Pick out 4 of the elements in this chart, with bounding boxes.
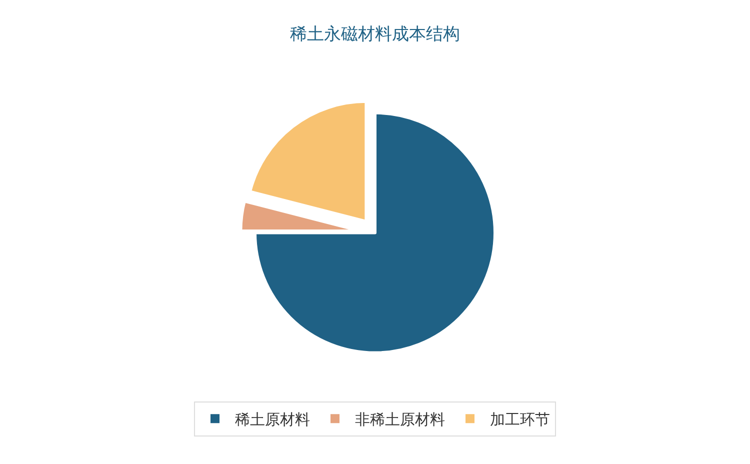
chart-title: 稀土永磁材料成本结构 <box>290 24 460 45</box>
legend-label: 非稀土原材料 <box>355 410 445 428</box>
legend-label: 加工环节 <box>490 410 550 428</box>
legend-label: 稀土原材料 <box>235 410 310 428</box>
